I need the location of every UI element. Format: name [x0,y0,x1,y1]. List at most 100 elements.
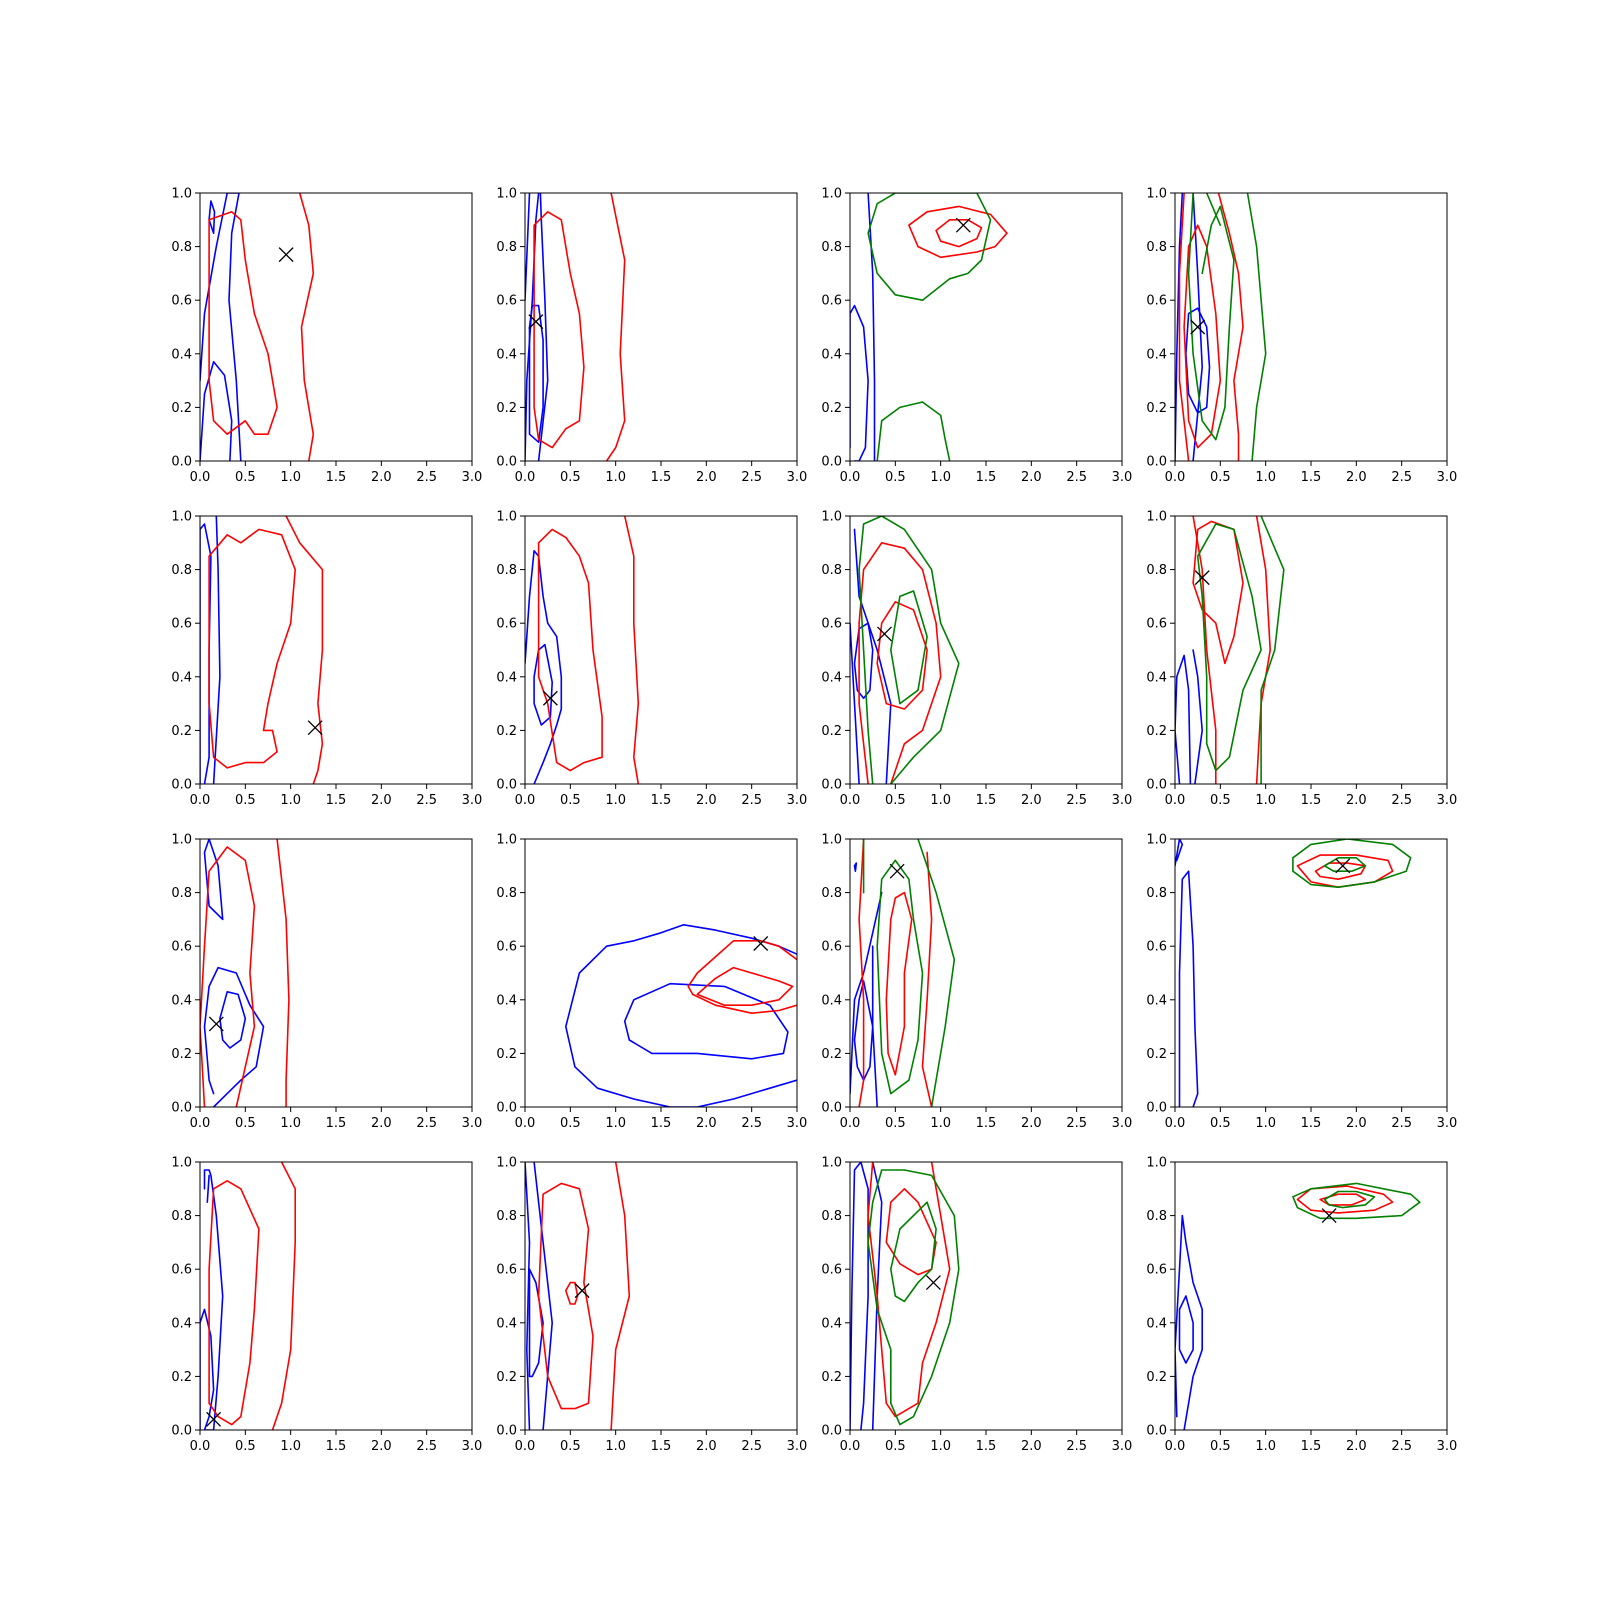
contour-line-blue [1192,649,1203,784]
x-tick-label: 2.0 [1346,470,1367,485]
y-tick-label: 0.0 [821,455,842,470]
y-tick-label: 0.8 [496,240,517,255]
y-tick-label: 0.2 [1146,1047,1167,1062]
x-tick-label: 1.0 [605,793,626,808]
contour-line-red [885,891,913,1076]
contour-line-red [208,528,296,769]
x-tick-label: 2.5 [1391,793,1412,808]
x-tick-label: 0.0 [515,1116,536,1131]
contour-line-blue [200,1308,215,1430]
contour-line-blue [203,985,215,1095]
contour-line-blue [853,528,892,784]
x-tick-label: 1.0 [1255,793,1276,808]
x-tick-label: 0.0 [190,793,211,808]
contour-line-red [1178,193,1190,461]
marker-x [206,1411,222,1427]
contour-line-blue [1175,1214,1203,1430]
subplot-row3-col4: 0.0 0.5 1.0 1.5 2.0 2.5 3.0 0.0 0.2 0.4 0.6 0.8 1.0 [1146,833,1457,1132]
x-tick-label: 3.0 [462,1116,483,1131]
y-tick-label: 0.2 [496,401,517,416]
plot-area [850,516,960,784]
y-tick-label: 0.0 [496,1424,517,1439]
plot-area [200,193,315,461]
x-tick-label: 2.0 [1021,793,1042,808]
marker-x [542,690,558,706]
contour-line-green [1205,193,1222,226]
x-tick-label: 0.0 [515,793,536,808]
subplot-row3-col1: 0.0 0.5 1.0 1.5 2.0 2.5 3.0 0.0 0.2 0.4 0.6 0.8 1.0 [171,833,482,1132]
contour-line-red [610,1162,631,1430]
contour-line-blue [850,891,883,1095]
y-tick-label: 0.0 [171,1101,192,1116]
y-tick-label: 0.6 [821,940,842,955]
x-tick-label: 2.5 [741,470,762,485]
x-tick-label: 1.5 [326,470,347,485]
x-tick-label: 1.5 [1301,1439,1322,1454]
x-tick-label: 2.0 [1346,1439,1367,1454]
contour-line-green [1292,1182,1421,1220]
x-tick-label: 2.0 [696,1439,717,1454]
contour-line-red [1192,516,1217,784]
subplot-row4-col4: 0.0 0.5 1.0 1.5 2.0 2.5 3.0 0.0 0.2 0.4 0.6 0.8 1.0 [1146,1156,1457,1455]
contour-line-red [696,966,794,1006]
x-tick-label: 0.0 [515,1439,536,1454]
y-tick-label: 0.8 [1146,563,1167,578]
contour-line-blue [537,193,549,461]
x-tick-label: 2.5 [1066,1116,1087,1131]
contour-line-red [908,205,1008,259]
contour-line-blue [212,516,221,784]
y-tick-label: 0.0 [496,778,517,793]
x-tick-label: 0.5 [1210,470,1231,485]
marker-x [574,1283,590,1299]
y-tick-label: 0.8 [1146,240,1167,255]
x-tick-label: 0.0 [1165,1439,1186,1454]
contour-line-blue [850,1162,869,1430]
x-tick-label: 0.5 [885,470,906,485]
plot-area [200,839,290,1107]
y-tick-label: 0.2 [171,1047,192,1062]
contour-line-blue [850,304,869,461]
y-tick-label: 0.8 [1146,1209,1167,1224]
contour-line-red [208,211,278,435]
y-tick-label: 0.0 [171,778,192,793]
y-tick-label: 0.2 [496,724,517,739]
y-tick-label: 1.0 [1146,510,1167,525]
contour-line-green [858,516,960,784]
contour-line-red [858,622,869,784]
x-tick-label: 2.0 [1021,470,1042,485]
x-tick-label: 2.0 [696,470,717,485]
x-tick-label: 0.5 [560,1439,581,1454]
y-tick-label: 0.4 [821,347,842,362]
x-tick-label: 0.0 [190,1439,211,1454]
x-tick-label: 1.5 [651,470,672,485]
contour-line-blue [871,945,878,1107]
contour-line-green [876,859,924,1095]
plot-area [525,1162,631,1430]
y-tick-label: 0.4 [1146,670,1167,685]
x-tick-label: 1.0 [280,1116,301,1131]
contour-line-red [935,219,983,248]
marker-x [1194,570,1210,586]
subplot-row3-col3: 0.0 0.5 1.0 1.5 2.0 2.5 3.0 0.0 0.2 0.4 0.6 0.8 1.0 [821,833,1132,1132]
plot-area [525,516,640,784]
y-tick-label: 0.6 [171,940,192,955]
y-tick-label: 0.4 [821,670,842,685]
contour-line-red [285,516,324,784]
x-tick-label: 2.0 [696,793,717,808]
contour-line-green [876,401,951,461]
y-tick-label: 0.6 [821,617,842,632]
y-tick-label: 0.8 [821,240,842,255]
x-tick-label: 0.5 [560,470,581,485]
y-tick-label: 0.6 [496,940,517,955]
y-tick-label: 1.0 [496,187,517,202]
x-tick-label: 1.5 [326,793,347,808]
x-tick-label: 0.0 [840,1439,861,1454]
marker-x [925,1275,941,1291]
x-tick-label: 0.0 [840,1116,861,1131]
y-tick-label: 0.6 [496,1263,517,1278]
contour-line-green [1292,839,1412,888]
y-tick-label: 0.4 [496,347,517,362]
contour-line-red [876,601,928,710]
x-tick-label: 0.5 [235,470,256,485]
contour-line-blue [525,193,540,461]
